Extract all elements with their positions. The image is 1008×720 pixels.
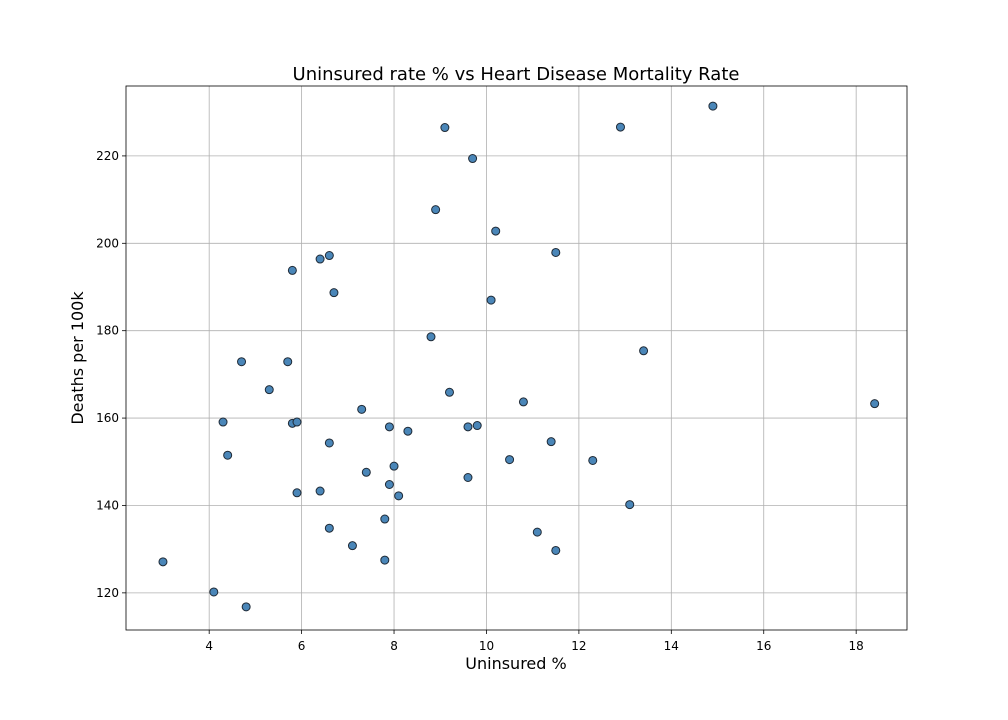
data-point bbox=[546, 437, 556, 447]
data-point bbox=[870, 399, 880, 409]
x-tick-label: 12 bbox=[571, 639, 586, 653]
data-point bbox=[357, 404, 367, 414]
x-tick-label: 6 bbox=[298, 639, 306, 653]
data-point bbox=[158, 557, 168, 567]
data-point bbox=[394, 491, 404, 501]
data-point bbox=[223, 450, 233, 460]
data-point bbox=[241, 602, 251, 612]
data-point bbox=[639, 346, 649, 356]
y-tick-label: 120 bbox=[96, 586, 119, 600]
data-point bbox=[426, 332, 436, 342]
data-point bbox=[463, 422, 473, 432]
data-point bbox=[292, 488, 302, 498]
data-point bbox=[588, 455, 598, 465]
y-tick-label: 180 bbox=[96, 324, 119, 338]
chart-title: Uninsured rate % vs Heart Disease Mortal… bbox=[293, 64, 740, 85]
data-point bbox=[324, 251, 334, 261]
data-point bbox=[708, 101, 718, 111]
data-point bbox=[518, 397, 528, 407]
data-point bbox=[615, 122, 625, 132]
y-tick-label: 200 bbox=[96, 236, 119, 250]
data-point bbox=[283, 357, 293, 367]
data-point bbox=[218, 417, 228, 427]
data-point bbox=[209, 587, 219, 597]
data-point bbox=[347, 541, 357, 551]
x-tick-label: 4 bbox=[205, 639, 213, 653]
data-point bbox=[403, 426, 413, 436]
x-axis-label: Uninsured % bbox=[465, 654, 566, 673]
grid-lines bbox=[126, 86, 907, 630]
plot-frame bbox=[125, 85, 908, 631]
x-tick-label: 10 bbox=[479, 639, 494, 653]
data-point bbox=[287, 265, 297, 275]
y-tick-label: 220 bbox=[96, 149, 119, 163]
data-point bbox=[491, 226, 501, 236]
data-point bbox=[264, 385, 274, 395]
axis-ticks: 4 6 8 10 12 14 16 18 120 140 160 180 200 220 bbox=[96, 149, 864, 653]
x-tick-label: 8 bbox=[390, 639, 398, 653]
data-point bbox=[329, 288, 339, 298]
y-tick-label: 160 bbox=[96, 411, 119, 425]
x-tick-label: 18 bbox=[849, 639, 864, 653]
data-point bbox=[463, 473, 473, 483]
data-point bbox=[551, 545, 561, 555]
data-point bbox=[440, 123, 450, 133]
data-point bbox=[384, 479, 394, 489]
y-tick-label: 140 bbox=[96, 498, 119, 512]
data-point bbox=[551, 247, 561, 257]
data-point bbox=[361, 467, 371, 477]
data-point bbox=[625, 500, 635, 510]
data-point bbox=[315, 254, 325, 264]
data-point bbox=[384, 422, 394, 432]
data-point bbox=[505, 455, 515, 465]
data-point bbox=[237, 357, 247, 367]
data-point bbox=[315, 486, 325, 496]
data-point bbox=[444, 387, 454, 397]
data-points bbox=[158, 101, 880, 612]
data-point bbox=[324, 523, 334, 533]
x-tick-label: 16 bbox=[756, 639, 771, 653]
data-point bbox=[380, 514, 390, 524]
data-point bbox=[431, 205, 441, 215]
data-point bbox=[532, 527, 542, 537]
data-point bbox=[472, 421, 482, 431]
data-point bbox=[324, 438, 334, 448]
data-point bbox=[292, 417, 302, 427]
data-point bbox=[380, 555, 390, 565]
data-point bbox=[389, 461, 399, 471]
y-axis-label: Deaths per 100k bbox=[68, 291, 87, 425]
data-point bbox=[468, 154, 478, 164]
x-tick-label: 14 bbox=[664, 639, 679, 653]
data-point bbox=[486, 295, 496, 305]
